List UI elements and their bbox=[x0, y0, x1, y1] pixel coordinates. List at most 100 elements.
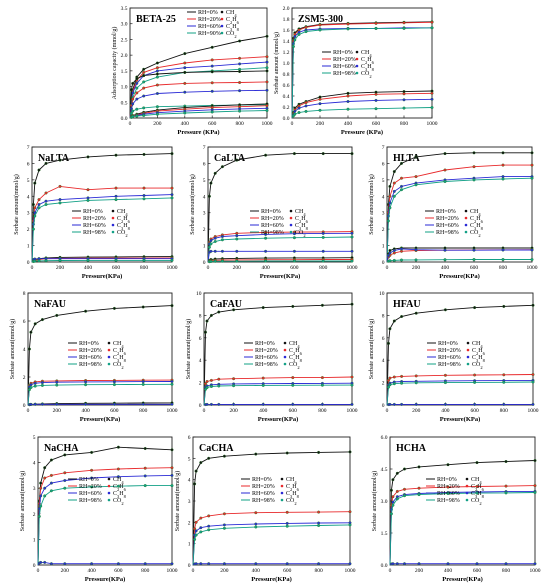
y-tick-label: 3.5 bbox=[121, 6, 128, 12]
data-point bbox=[504, 562, 508, 566]
y-tick-label: 1.5 bbox=[381, 531, 388, 537]
data-point bbox=[131, 115, 135, 119]
data-point bbox=[217, 384, 221, 388]
data-point bbox=[170, 382, 174, 386]
x-tick-label: 600 bbox=[470, 408, 479, 414]
x-tick-label: 400 bbox=[252, 568, 261, 574]
data-point bbox=[346, 91, 350, 95]
data-point bbox=[209, 385, 213, 389]
x-tick-label: 400 bbox=[84, 265, 93, 271]
data-point bbox=[135, 91, 139, 95]
x-tick-label: 0 bbox=[129, 121, 132, 127]
data-point bbox=[403, 487, 407, 491]
legend-label: RH=20% bbox=[261, 216, 284, 222]
data-point bbox=[291, 383, 295, 387]
data-point bbox=[392, 382, 396, 386]
series bbox=[31, 196, 174, 263]
series bbox=[386, 176, 534, 263]
series bbox=[31, 258, 174, 264]
data-point bbox=[194, 520, 198, 524]
data-point bbox=[387, 378, 391, 382]
data-point bbox=[402, 21, 406, 25]
data-point bbox=[238, 89, 242, 93]
y-axis-label: Sorbate amount(mmol/g) bbox=[19, 471, 26, 532]
data-point bbox=[155, 61, 159, 65]
data-point bbox=[317, 521, 321, 525]
legend-gas-label: CH4 bbox=[286, 477, 297, 485]
data-point bbox=[264, 236, 268, 240]
series bbox=[291, 105, 434, 119]
series-line bbox=[129, 70, 268, 119]
y-tick-label: 3 bbox=[27, 211, 30, 217]
data-point bbox=[297, 110, 301, 114]
legend-gas-label: C2H6 bbox=[226, 17, 240, 25]
data-point bbox=[222, 454, 226, 458]
x-tick-label: 800 bbox=[314, 568, 323, 574]
data-point bbox=[446, 463, 450, 467]
data-point bbox=[530, 258, 534, 262]
data-point bbox=[39, 481, 43, 485]
series-line bbox=[129, 81, 268, 119]
y-tick-label: 6 bbox=[203, 161, 206, 167]
x-tick-label: 1000 bbox=[347, 408, 358, 414]
data-point bbox=[183, 70, 187, 74]
x-axis-label: Pressure (KPa) bbox=[177, 129, 219, 136]
data-point bbox=[400, 184, 404, 188]
x-tick-label: 400 bbox=[344, 121, 353, 127]
legend-gas-label: CO2 bbox=[286, 498, 297, 506]
y-tick-label: 5 bbox=[27, 178, 30, 184]
legend-gas-label: CH4 bbox=[361, 50, 372, 58]
data-point bbox=[388, 206, 392, 210]
series bbox=[129, 108, 269, 119]
x-tick-label: 1000 bbox=[427, 121, 438, 127]
data-point bbox=[285, 451, 289, 455]
data-point bbox=[142, 80, 146, 84]
y-tick-label: 1 bbox=[188, 542, 191, 548]
data-point bbox=[40, 318, 44, 322]
legend-gas-label: C2H6 bbox=[286, 484, 300, 492]
data-point bbox=[135, 97, 139, 101]
data-point bbox=[317, 510, 321, 514]
data-point bbox=[194, 533, 198, 537]
legend-marker bbox=[280, 491, 284, 495]
data-point bbox=[292, 232, 296, 236]
legend-marker bbox=[111, 230, 115, 234]
data-point bbox=[321, 231, 325, 235]
legend-label: RH=60% bbox=[261, 223, 284, 229]
data-point bbox=[403, 562, 407, 566]
data-point bbox=[170, 193, 174, 197]
legend-gas-label: CO2 bbox=[226, 31, 237, 39]
legend-gas-label: C3H8 bbox=[295, 223, 309, 231]
data-point bbox=[265, 80, 269, 84]
y-tick-label: 1.6 bbox=[283, 28, 290, 34]
data-point bbox=[392, 194, 396, 198]
y-tick-label: 6.0 bbox=[381, 435, 388, 441]
panel-title: BETA-25 bbox=[136, 14, 176, 25]
data-point bbox=[183, 81, 187, 85]
data-point bbox=[395, 562, 399, 566]
data-point bbox=[291, 402, 295, 406]
y-tick-label: 10 bbox=[196, 291, 202, 297]
legend: RH=0% CH4 RH=20% C2H6 RH=60% C3H8 RH=98% CO2 bbox=[68, 341, 127, 370]
data-point bbox=[530, 151, 534, 155]
y-tick-label: 0.4 bbox=[283, 94, 290, 100]
legend-label: RH=60% bbox=[436, 223, 459, 229]
plot-frame bbox=[386, 146, 533, 263]
data-point bbox=[254, 525, 258, 529]
data-point bbox=[217, 377, 221, 381]
data-point bbox=[346, 22, 350, 26]
data-point bbox=[199, 526, 203, 530]
data-point bbox=[116, 445, 120, 449]
data-point bbox=[142, 197, 146, 201]
x-tick-label: 1000 bbox=[167, 568, 178, 574]
series bbox=[31, 184, 174, 263]
data-point bbox=[235, 249, 239, 253]
legend-label: RH=60% bbox=[83, 223, 106, 229]
y-tick-label: 4 bbox=[203, 194, 206, 200]
data-point bbox=[114, 186, 118, 190]
legend-marker bbox=[107, 348, 111, 352]
x-tick-label: 0 bbox=[27, 408, 30, 414]
legend-gas-label: CO2 bbox=[113, 362, 124, 370]
legend-marker bbox=[283, 362, 287, 366]
data-point bbox=[155, 66, 159, 70]
